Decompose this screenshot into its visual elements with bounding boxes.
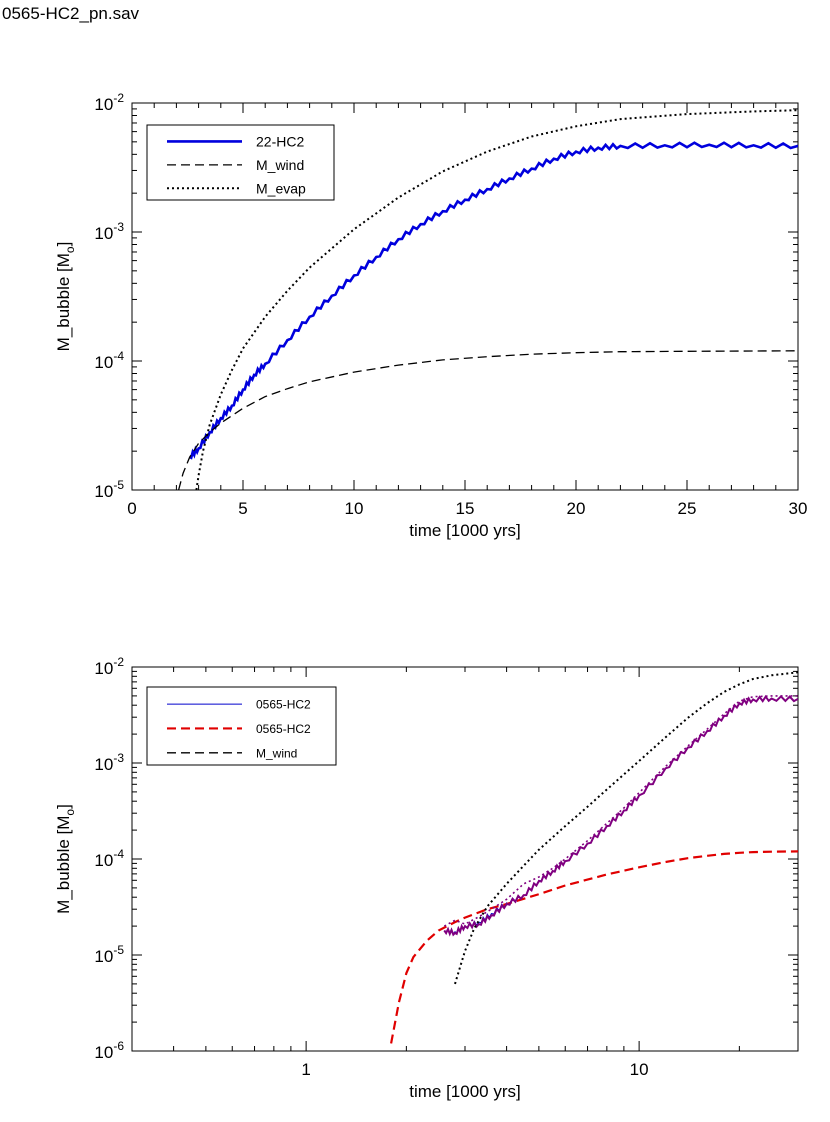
x-tick-label: 1 bbox=[301, 1060, 310, 1079]
series-line bbox=[443, 695, 798, 927]
file-label: 0565-HC2_pn.sav bbox=[2, 4, 140, 23]
x-tick-label: 10 bbox=[630, 1060, 649, 1079]
y-tick-label: 10-3 bbox=[94, 220, 124, 243]
series-group bbox=[390, 671, 798, 1044]
y-tick-label: 10-6 bbox=[94, 1039, 124, 1062]
x-axis-title: time [1000 yrs] bbox=[409, 521, 521, 540]
legend-label: 0565-HC2 bbox=[256, 698, 311, 712]
series-line bbox=[390, 850, 798, 1044]
series-line bbox=[177, 350, 798, 490]
x-tick-label: 10 bbox=[345, 499, 364, 518]
legend-box bbox=[146, 124, 335, 201]
y-axis-title: M_bubble [Mo] bbox=[54, 804, 77, 914]
series-line bbox=[195, 109, 798, 490]
y-tick-label: 10-4 bbox=[94, 349, 124, 372]
y-tick-label: 10-5 bbox=[94, 943, 124, 966]
y-axis-title: M_bubble [Mo] bbox=[54, 242, 77, 352]
legend-label: M_wind bbox=[256, 746, 297, 760]
legend-label: 22-HC2 bbox=[256, 134, 304, 150]
x-tick-label: 0 bbox=[127, 499, 136, 518]
chart-top: 0 5 10 15 20 25 30 10-5 10-4 10-3 10-2 time [1000 y… bbox=[54, 91, 807, 540]
y-tick-label: 10-2 bbox=[94, 655, 124, 678]
y-tick-label: 10-5 bbox=[94, 478, 124, 501]
chart-bottom: 1 10 10-6 10-5 10-4 10-3 10-2 time [1000 yrs] M_… bbox=[54, 655, 799, 1101]
legend-box bbox=[146, 686, 337, 766]
y-tick-label: 10-2 bbox=[94, 91, 124, 114]
x-tick-label: 30 bbox=[789, 499, 808, 518]
legend-label: M_evap bbox=[256, 181, 306, 197]
x-tick-label: 15 bbox=[456, 499, 475, 518]
y-tick-label: 10-4 bbox=[94, 847, 124, 870]
x-tick-label: 20 bbox=[567, 499, 586, 518]
series-group bbox=[177, 109, 798, 490]
series-line bbox=[443, 694, 798, 937]
y-tick-label: 10-3 bbox=[94, 751, 124, 774]
series-line bbox=[454, 671, 798, 985]
legend-label: 0565-HC2 bbox=[256, 722, 311, 736]
legend-label: M_wind bbox=[256, 157, 304, 173]
x-tick-label: 25 bbox=[678, 499, 697, 518]
x-tick-label: 5 bbox=[238, 499, 247, 518]
series-line bbox=[189, 141, 798, 460]
x-axis-title: time [1000 yrs] bbox=[409, 1082, 521, 1101]
